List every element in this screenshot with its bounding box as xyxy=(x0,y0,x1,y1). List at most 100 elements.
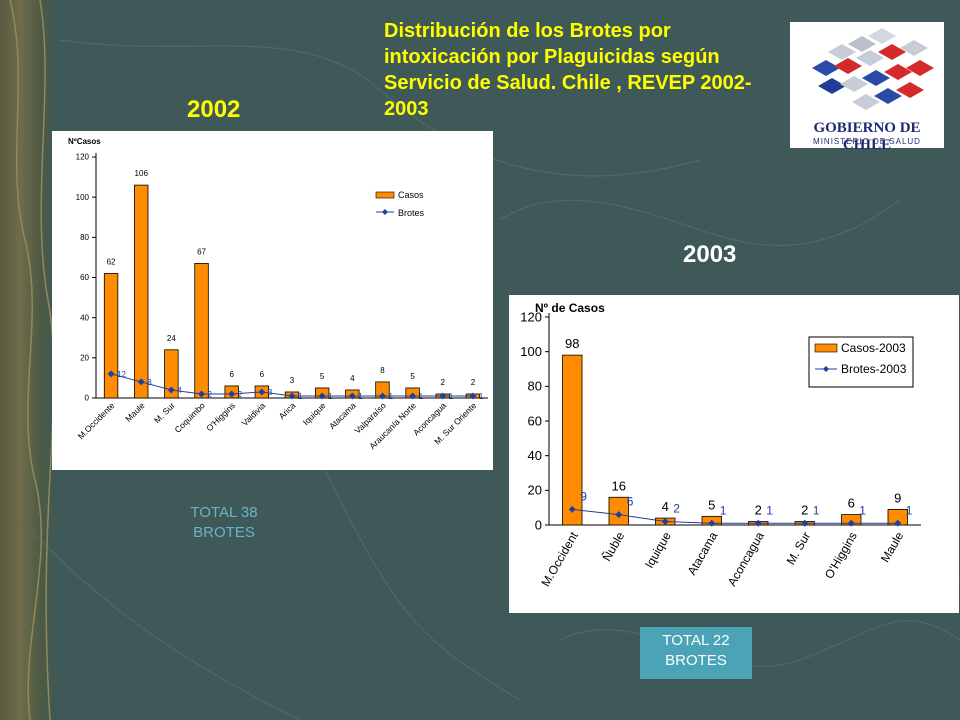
bar-value-label: 5 xyxy=(410,372,415,381)
bar-value-label: 4 xyxy=(662,499,669,514)
total-2003: TOTAL 22 BROTES xyxy=(640,627,752,679)
bar-value-label: 6 xyxy=(229,370,234,379)
logo-cubes-icon xyxy=(812,28,934,110)
category-label: Iquique xyxy=(301,400,328,427)
line-value-label: 8 xyxy=(147,378,152,387)
page-title: Distribución de los Brotes por intoxicac… xyxy=(384,20,752,120)
bar-value-label: 9 xyxy=(894,490,901,505)
legend-swatch-brotes-marker xyxy=(382,209,388,215)
line-value-label: 1 xyxy=(859,503,866,517)
line-point xyxy=(258,388,266,396)
y-tick-label: 40 xyxy=(80,313,89,322)
line-value-label: 1 xyxy=(388,392,393,401)
line-value-label: 3 xyxy=(268,388,273,397)
category-label: Aconcagua xyxy=(725,529,767,588)
line-value-label: 2 xyxy=(238,390,243,399)
line-point xyxy=(167,386,175,394)
bar xyxy=(194,263,209,399)
line-value-label: 4 xyxy=(177,386,182,395)
bar-value-label: 24 xyxy=(167,334,176,343)
line-point xyxy=(661,518,669,526)
legend-label-casos: Casos-2003 xyxy=(841,341,906,355)
line-value-label: 1 xyxy=(813,503,820,517)
category-label: Atacama xyxy=(685,529,721,577)
line-point xyxy=(198,390,206,398)
line-value-label: 1 xyxy=(906,503,913,517)
chart-2002: 0 20 40 60 80 100 120 NºCasos 62 106 24 67 6 6 3 5 4 8 5 2 2… xyxy=(52,131,493,470)
bar xyxy=(562,354,583,526)
legend-swatch-brotes-marker xyxy=(823,366,829,372)
category-label: M. Sur xyxy=(152,400,177,425)
bar-value-label: 2 xyxy=(441,378,446,387)
logo-name: GOBIERNO DE CHILE xyxy=(813,120,921,153)
category-label: Ñuble xyxy=(600,529,628,563)
bar-value-label: 6 xyxy=(848,496,855,511)
category-label: Coquimbo xyxy=(172,400,207,435)
line-value-label: 1 xyxy=(358,392,363,401)
category-label: M.Occidente xyxy=(76,400,117,441)
line-point xyxy=(894,519,902,527)
line-point xyxy=(288,392,296,400)
category-label: Maule xyxy=(878,529,907,565)
category-label: O'Higgins xyxy=(204,400,237,433)
logo-subtitle: MINISTERIO DE SALUD xyxy=(813,137,921,146)
line-point xyxy=(409,392,417,400)
line-value-label: 1 xyxy=(479,392,484,401)
line-point xyxy=(107,370,115,378)
bar-value-label: 2 xyxy=(801,503,808,518)
y-tick-label: 20 xyxy=(528,483,542,498)
y-tick-label: 0 xyxy=(535,517,542,532)
y-axis-title: Nº de Casos xyxy=(535,301,605,315)
bar-value-label: 16 xyxy=(612,478,626,493)
category-label: O'Higgins xyxy=(822,530,860,582)
category-label: Arica xyxy=(277,400,298,421)
y-tick-label: 100 xyxy=(520,344,542,359)
line-value-label: 1 xyxy=(449,392,454,401)
bar-value-label: 5 xyxy=(320,372,325,381)
bar-value-label: 4 xyxy=(350,374,355,383)
government-logo: GOBIERNO DE CHILE MINISTERIO DE SALUD xyxy=(790,22,944,153)
bar xyxy=(134,184,149,399)
category-label: Atacama xyxy=(327,400,358,431)
line-point xyxy=(318,392,326,400)
line-value-label: 2 xyxy=(208,390,213,399)
legend-label-brotes: Brotes xyxy=(398,208,425,218)
legend-label-brotes: Brotes-2003 xyxy=(841,362,907,376)
category-label: M.Occident xyxy=(538,529,581,589)
legend-swatch-casos xyxy=(814,343,838,353)
legend-swatch-casos xyxy=(375,191,395,199)
line-value-label: 9 xyxy=(580,489,587,503)
total-2002-line2: BROTES xyxy=(193,524,255,541)
line-point xyxy=(469,392,477,400)
line-value-label: 2 xyxy=(673,502,680,516)
bar-value-label: 2 xyxy=(471,378,476,387)
category-label: Maule xyxy=(123,400,147,424)
bar-value-label: 106 xyxy=(135,169,149,178)
bar xyxy=(103,273,119,399)
line-value-label: 1 xyxy=(298,392,303,401)
line-value-label: 1 xyxy=(328,392,333,401)
legend-box xyxy=(370,185,436,223)
y-tick-label: 60 xyxy=(80,273,89,282)
series-line-brotes xyxy=(572,508,898,524)
bar-value-label: 8 xyxy=(380,366,385,375)
total-2002: TOTAL 38 BROTES xyxy=(174,503,274,543)
legend-label-casos: Casos xyxy=(398,190,424,200)
line-value-label: 6 xyxy=(627,495,634,509)
line-point xyxy=(137,378,145,386)
line-point xyxy=(348,392,356,400)
line-value-label: 1 xyxy=(766,503,773,517)
bar-value-label: 5 xyxy=(708,497,715,512)
chart-2003: 0 20 40 60 80 100 120 Nº de Casos 98 16 4 5 2 2 6 9 9 6 2 1… xyxy=(509,295,959,613)
y-tick-label: 60 xyxy=(528,413,542,428)
line-value-label: 12 xyxy=(117,370,126,379)
category-label: M. Sur xyxy=(784,530,814,568)
bar-value-label: 6 xyxy=(260,370,265,379)
y-tick-label: 20 xyxy=(80,354,89,363)
year-2002-label: 2002 xyxy=(187,96,241,123)
bar xyxy=(164,349,179,399)
y-tick-label: 100 xyxy=(76,193,90,202)
decorative-strip xyxy=(0,0,58,720)
